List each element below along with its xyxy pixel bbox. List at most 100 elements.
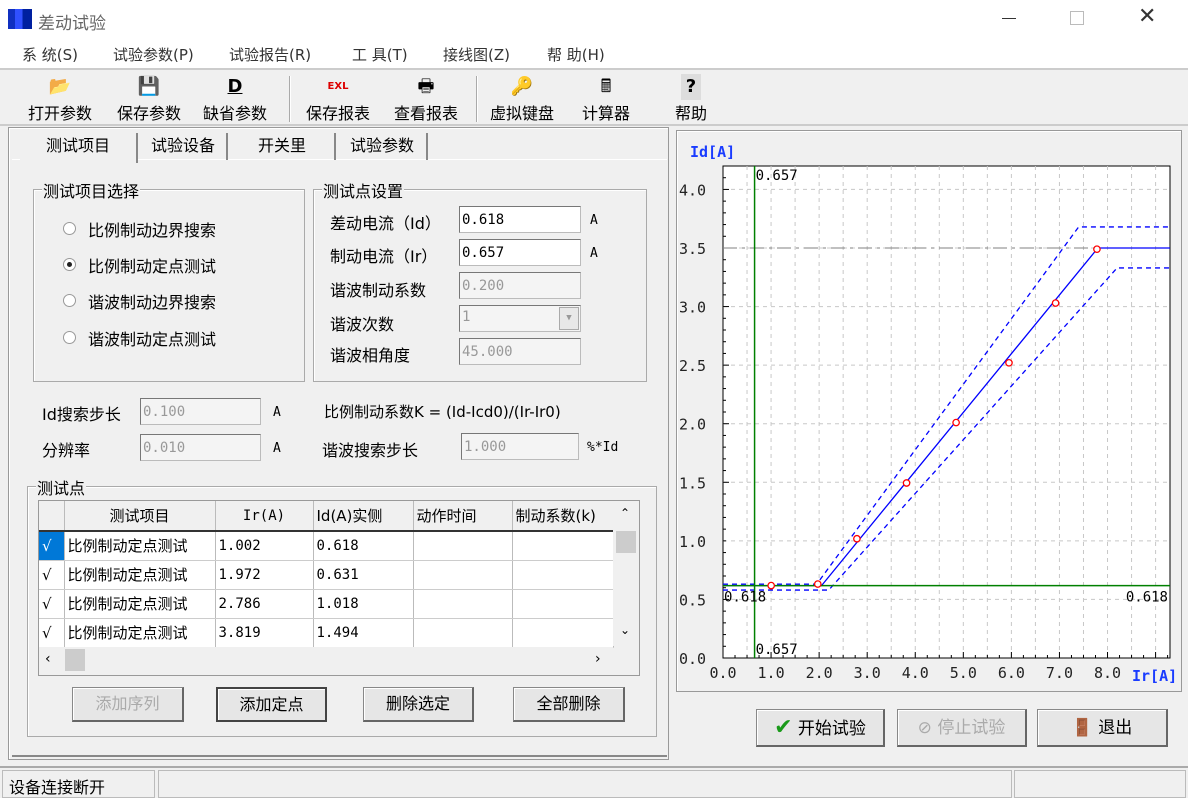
add-sequence-button[interactable]: 添加序列 [72,687,184,722]
point-settings-group: 测试点设置 [313,178,647,382]
test-point [767,581,776,590]
add-point-button[interactable]: 添加定点 [216,687,327,722]
exit-button[interactable]: 🚪 退出 [1037,709,1168,747]
x-tick-label: 0.0 [709,664,736,682]
view-report-button[interactable]: 🖶 查看报表 [383,74,469,124]
left-panel [8,127,669,760]
radio-harmonic-boundary[interactable] [63,294,76,307]
resolution-input[interactable] [140,434,261,461]
button-label: 保存报表 [305,104,370,123]
harmonic-step-input[interactable] [461,433,579,460]
characteristic-chart: 0.0 1.0 2.0 3.0 4.0 5.0 6.0 7.0 8.0 0.0 0.5 1.0 1.5 2… [679,143,1177,685]
id-step-input[interactable] [140,398,261,425]
menu-test-report[interactable]: 试验报告(R) [229,46,312,64]
radio-harmonic-point[interactable] [63,331,76,344]
y-tick-label: 1.5 [679,474,706,492]
y-axis-label: Id[A] [690,143,735,161]
menu-help[interactable]: 帮 助(H) [547,46,605,64]
open-params-button[interactable]: 📂 打开参数 [17,74,103,124]
scroll-down-icon[interactable]: ⌄ [620,623,631,637]
harmonic-step-label: 谐波搜索步长 [322,441,419,460]
scroll-up-icon[interactable]: ⌃ [620,506,631,520]
close-button[interactable]: ✕ [1138,4,1157,29]
row-checkbox[interactable]: √ [39,589,65,619]
checkmark-icon: ✔ [774,715,793,740]
help-question-icon: ? [681,74,701,100]
save-report-button[interactable]: EXL 保存报表 [295,74,381,124]
button-label: 打开参数 [27,104,92,123]
horizontal-scrollbar[interactable]: ‹ › [39,647,613,675]
cell-time [413,589,513,619]
diff-current-input[interactable] [459,206,581,233]
column-header[interactable]: Ir(A) [215,501,314,532]
ratio-formula: 比例制动系数K = (Id-Icd0)/(Ir-Ir0) [324,403,561,421]
unit-label: %*Id [587,440,619,455]
toolbar-separator [289,76,291,122]
menu-test-params[interactable]: 试验参数(P) [113,46,194,64]
restraint-current-input[interactable] [459,239,581,266]
scroll-right-icon[interactable]: › [595,651,601,667]
x-tick-label: 4.0 [902,664,929,682]
y-tick-label: 4.0 [679,181,706,199]
scroll-left-icon[interactable]: ‹ [45,651,51,667]
harmonic-coef-input[interactable] [459,272,581,299]
start-test-button[interactable]: ✔ 开始试验 [756,709,885,747]
table-row[interactable]: √ 比例制动定点测试 1.002 0.618 [39,531,614,561]
radio-ratio-point[interactable] [63,258,76,271]
x-tick-label: 1.0 [758,664,785,682]
harmonic-order-select[interactable]: 1 ▼ [459,305,581,332]
chevron-down-icon[interactable]: ▼ [559,307,579,330]
menu-system[interactable]: 系 统(S) [22,46,78,64]
cell-item: 比例制动定点测试 [64,560,216,590]
maximize-button[interactable] [1070,11,1084,25]
app-logo-icon [8,9,32,29]
save-params-button[interactable]: 💾 保存参数 [106,74,192,124]
scroll-thumb[interactable] [65,649,85,671]
status-bar: 设备连接断开 [0,766,1188,798]
default-params-button[interactable]: D 缺省参数 [192,74,278,124]
radio-ratio-boundary[interactable] [63,222,76,235]
delete-selected-button[interactable]: 删除选定 [363,687,474,722]
tab-test-equipment[interactable]: 试验设备 [140,133,228,160]
delete-all-button[interactable]: 全部删除 [513,687,625,722]
table-row[interactable]: √ 比例制动定点测试 1.972 0.631 [39,560,614,590]
table-row[interactable]: √ 比例制动定点测试 3.819 1.494 [39,618,614,648]
connection-status: 设备连接断开 [2,770,155,798]
column-header[interactable]: 制动系数(k) [512,501,614,532]
harmonic-angle-input[interactable] [459,338,581,365]
help-button[interactable]: ? 帮助 [648,74,734,124]
scroll-thumb[interactable] [616,531,636,553]
excel-report-icon: EXL [327,81,349,92]
row-checkbox[interactable]: √ [39,531,65,561]
cell-k [512,531,614,561]
row-checkbox[interactable]: √ [39,560,65,590]
table-header: 测试项目 Ir(A) Id(A)实侧 动作时间 制动系数(k) [39,501,614,532]
vertical-scrollbar[interactable]: ⌃ ⌄ [613,501,639,646]
column-header[interactable]: 动作时间 [413,501,513,532]
field-label: 谐波制动系数 [330,281,427,300]
y-tick-label: 0.0 [679,650,706,668]
tab-test-items[interactable]: 测试项目 [20,133,138,163]
row-checkbox[interactable]: √ [39,618,65,648]
table-row[interactable]: √ 比例制动定点测试 2.786 1.018 [39,589,614,619]
minimize-button[interactable] [1002,18,1016,19]
virtual-keyboard-button[interactable]: 🔑 虚拟键盘 [479,74,565,124]
tab-switch[interactable]: 开关里 [230,133,336,160]
column-header[interactable]: 测试项目 [64,501,216,532]
menu-wiring[interactable]: 接线图(Z) [443,46,510,64]
unit-label: A [590,213,598,228]
menu-tools[interactable]: 工 具(T) [352,46,408,64]
radio-label: 谐波制动边界搜索 [88,293,217,312]
button-label: 退出 [1098,718,1133,738]
cursor-id-label-right: 0.618 [1126,590,1168,606]
cursor-ir-label-bottom: 0.657 [756,642,798,658]
resolution-label: 分辨率 [42,441,91,460]
tab-test-params[interactable]: 试验参数 [338,133,428,160]
stop-test-button[interactable]: ⊘ 停止试验 [897,709,1027,747]
column-header[interactable]: Id(A)实侧 [313,501,414,532]
cell-item: 比例制动定点测试 [64,589,216,619]
calculator-button[interactable]: 🖩 计算器 [563,74,649,124]
group-title: 测试项目选择 [42,178,141,202]
y-tick-label: 2.5 [679,357,706,375]
field-label: 谐波次数 [330,315,395,334]
